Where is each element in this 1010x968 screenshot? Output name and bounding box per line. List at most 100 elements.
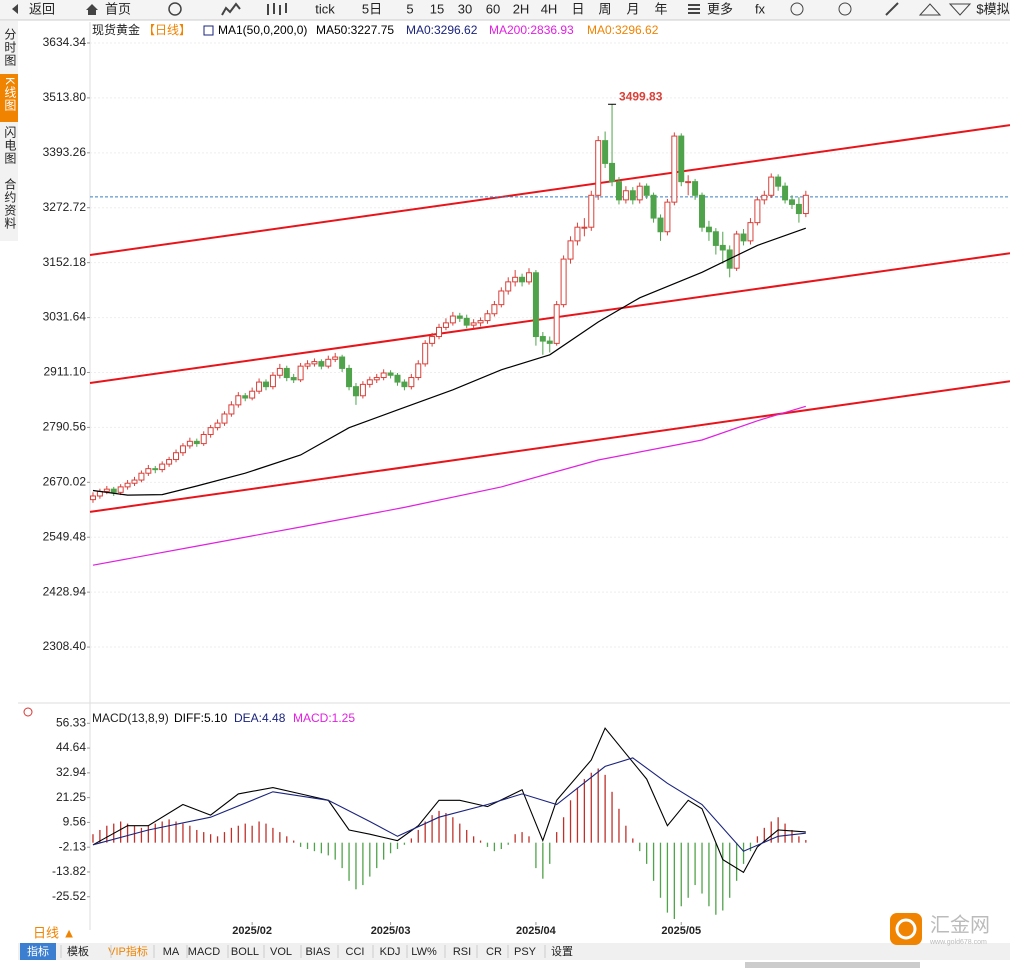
candle-body: [179, 445, 186, 454]
x-tick-label: 2025/02: [232, 925, 272, 937]
toolbar-button[interactable]: 首页: [105, 1, 131, 16]
candle-body: [200, 433, 207, 445]
candle-body: [283, 367, 290, 379]
candle-body: [436, 326, 443, 338]
home-icon[interactable]: [86, 4, 98, 15]
toolbar-button[interactable]: 周: [598, 1, 611, 16]
candle-body: [581, 226, 588, 229]
candle-body: [463, 317, 470, 326]
candle-body: [117, 486, 124, 493]
indicator-tab[interactable]: RSI: [453, 946, 471, 958]
panel-title: 现货黄金: [92, 22, 140, 37]
toolbar-button[interactable]: fx: [755, 1, 766, 16]
chart-icon[interactable]: [221, 2, 241, 16]
legend-item: MA0:3296.62: [406, 23, 478, 37]
toolbar-button[interactable]: 5日: [362, 1, 382, 16]
indicator-tab[interactable]: BIAS: [305, 946, 330, 958]
candle-body: [505, 281, 512, 292]
candle-body: [103, 488, 110, 492]
candle-body: [325, 358, 332, 367]
candle-body: [401, 381, 408, 388]
settings-icon[interactable]: [23, 707, 33, 717]
indicator-tab[interactable]: VIP指标: [108, 944, 148, 958]
zoom-out-icon[interactable]: [790, 2, 804, 16]
peak-label: 3499.83: [619, 89, 663, 103]
indicator-tab[interactable]: CCI: [346, 946, 365, 958]
candle-body: [304, 363, 311, 367]
candle-body: [712, 231, 719, 246]
x-tick-label: 2025/04: [516, 925, 557, 937]
watermark-url: www.gold678.com: [929, 939, 987, 946]
candle-body: [519, 276, 526, 283]
candle-body: [318, 361, 325, 367]
y-tick-label: 3152.18: [43, 255, 87, 269]
indicator-tab[interactable]: CR: [486, 946, 502, 958]
y-tick-label: 2911.10: [44, 365, 87, 379]
zoom-in-icon[interactable]: [838, 2, 852, 16]
candle-body: [636, 185, 643, 201]
candle-body: [110, 488, 117, 493]
ma-line: [92, 227, 807, 496]
indicator-tab[interactable]: MACD: [188, 946, 220, 958]
indicator-tab[interactable]: 指标: [27, 944, 49, 958]
sidebar-tab[interactable]: 分时图: [3, 28, 17, 67]
candle-body: [719, 244, 726, 251]
back-icon[interactable]: [12, 4, 18, 14]
candle-body: [366, 379, 373, 385]
y-tick-label: 3634.34: [43, 35, 87, 49]
toolbar-button[interactable]: 4H: [541, 1, 558, 16]
sidebar-tab[interactable]: 闪电图: [3, 126, 17, 165]
candle-body: [733, 233, 740, 269]
sidebar-tab[interactable]: K线图: [3, 77, 17, 112]
refresh-icon[interactable]: [168, 2, 182, 16]
legend-item: DIFF:5.10: [174, 711, 228, 725]
candle-body: [484, 313, 491, 322]
indicator-tab[interactable]: 模板: [67, 944, 89, 958]
toolbar-button[interactable]: 30: [458, 1, 472, 16]
toolbar-button[interactable]: 日: [571, 1, 584, 16]
indicator-tab[interactable]: LW%: [411, 946, 437, 958]
candle-body: [802, 194, 809, 215]
toolbar-button[interactable]: 60: [486, 1, 500, 16]
sidebar-tab[interactable]: 合约资料: [3, 177, 17, 230]
scrollbar[interactable]: [745, 962, 920, 968]
candle-icon[interactable]: [267, 3, 287, 15]
toolbar-button[interactable]: 15: [430, 1, 444, 16]
period-selector[interactable]: 日线 ▲: [33, 925, 75, 940]
y-tick-label: -2.13: [59, 839, 87, 853]
legend-item: MA1(50,0,200,0): [218, 23, 307, 37]
pen-icon[interactable]: [885, 2, 899, 16]
toolbar-button[interactable]: 返回: [29, 1, 55, 16]
candle-body: [539, 336, 546, 342]
toolbar-button[interactable]: $模拟: [976, 1, 1009, 16]
candle-body: [235, 395, 242, 406]
candle-body: [249, 390, 256, 399]
toolbar-button[interactable]: 更多: [707, 1, 733, 16]
y-tick-label: 56.33: [56, 715, 86, 729]
draw-icons[interactable]: [918, 3, 972, 16]
toolbar-button[interactable]: tick: [315, 1, 335, 16]
indicator-tab[interactable]: MA: [163, 946, 180, 958]
indicator-tab[interactable]: KDJ: [380, 946, 401, 958]
toolbar-button[interactable]: 月: [626, 1, 639, 16]
candle-body: [332, 356, 339, 360]
candle-body: [387, 372, 394, 376]
toolbar-button[interactable]: 年: [654, 1, 667, 16]
indicator-tab[interactable]: BOLL: [231, 946, 259, 958]
indicator-tab[interactable]: 设置: [551, 945, 573, 958]
menu-icon[interactable]: [688, 4, 700, 14]
logo: [890, 913, 922, 945]
y-tick-label: -13.82: [52, 864, 86, 878]
x-tick-label: 2025/03: [371, 925, 411, 937]
legend-item: 【日线】: [143, 23, 191, 37]
candle-body: [193, 440, 200, 445]
indicator-tab[interactable]: PSY: [514, 946, 537, 958]
y-tick-label: 3031.64: [43, 310, 87, 324]
candle-body: [629, 190, 636, 201]
watermark-name: 汇金网: [930, 913, 990, 936]
indicator-tab[interactable]: VOL: [270, 946, 292, 958]
toolbar-button[interactable]: 5: [406, 1, 413, 16]
candle-body: [512, 276, 519, 283]
y-tick-label: 3393.26: [43, 145, 87, 159]
toolbar-button[interactable]: 2H: [513, 1, 530, 16]
